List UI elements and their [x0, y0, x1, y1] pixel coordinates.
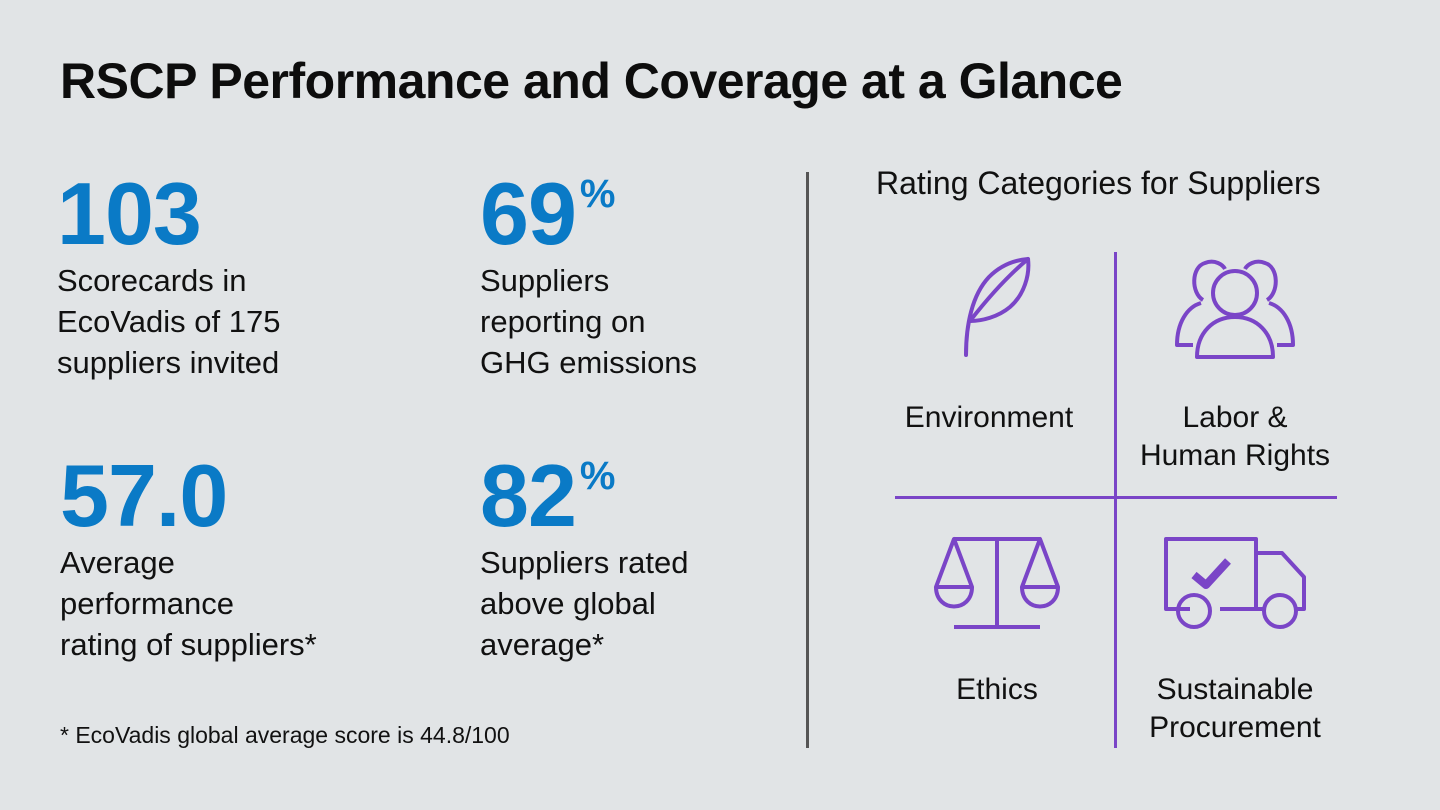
category-ethics: Ethics	[895, 535, 1099, 709]
stat-value: 69	[480, 164, 577, 263]
category-sustainable-procurement: Sustainable Procurement	[1125, 535, 1345, 747]
percent-sign: %	[579, 454, 616, 498]
stat-description: Suppliers reporting on GHG emissions	[480, 263, 698, 380]
stat-value: 103	[57, 164, 202, 263]
stat-value: 82	[480, 446, 577, 545]
category-environment: Environment	[895, 255, 1083, 437]
stat-description: Average performance rating of suppliers*	[60, 545, 317, 662]
percent-sign: %	[579, 172, 616, 216]
category-labor-human-rights: Labor & Human Rights	[1125, 255, 1345, 475]
stat-average-rating: 57.0 Average performance rating of suppl…	[60, 452, 317, 665]
grid-divider-horizontal	[895, 496, 1337, 499]
people-icon	[1175, 259, 1295, 359]
section-divider	[806, 172, 809, 748]
footnote: * EcoVadis global average score is 44.8/…	[60, 722, 510, 748]
grid-divider-vertical	[1114, 252, 1117, 748]
category-label: Ethics	[956, 673, 1038, 706]
stat-value: 57.0	[60, 446, 228, 545]
leaf-icon	[964, 257, 1031, 357]
stat-ghg-reporting: 69% Suppliers reporting on GHG emissions	[480, 170, 697, 383]
category-label: Labor & Human Rights	[1139, 401, 1331, 472]
rating-categories-title: Rating Categories for Suppliers	[876, 165, 1321, 201]
page-title: RSCP Performance and Coverage at a Glanc…	[60, 53, 1123, 109]
truck-check-icon	[1164, 537, 1306, 629]
scales-icon	[934, 537, 1060, 629]
stat-above-average: 82% Suppliers rated above global average…	[480, 452, 689, 665]
category-label: Environment	[904, 401, 1074, 434]
stat-scorecards: 103 Scorecards in EcoVadis of 175 suppli…	[57, 170, 280, 383]
stat-description: Scorecards in EcoVadis of 175 suppliers …	[57, 263, 281, 380]
stat-description: Suppliers rated above global average*	[480, 545, 689, 662]
category-label: Sustainable Procurement	[1149, 673, 1321, 744]
